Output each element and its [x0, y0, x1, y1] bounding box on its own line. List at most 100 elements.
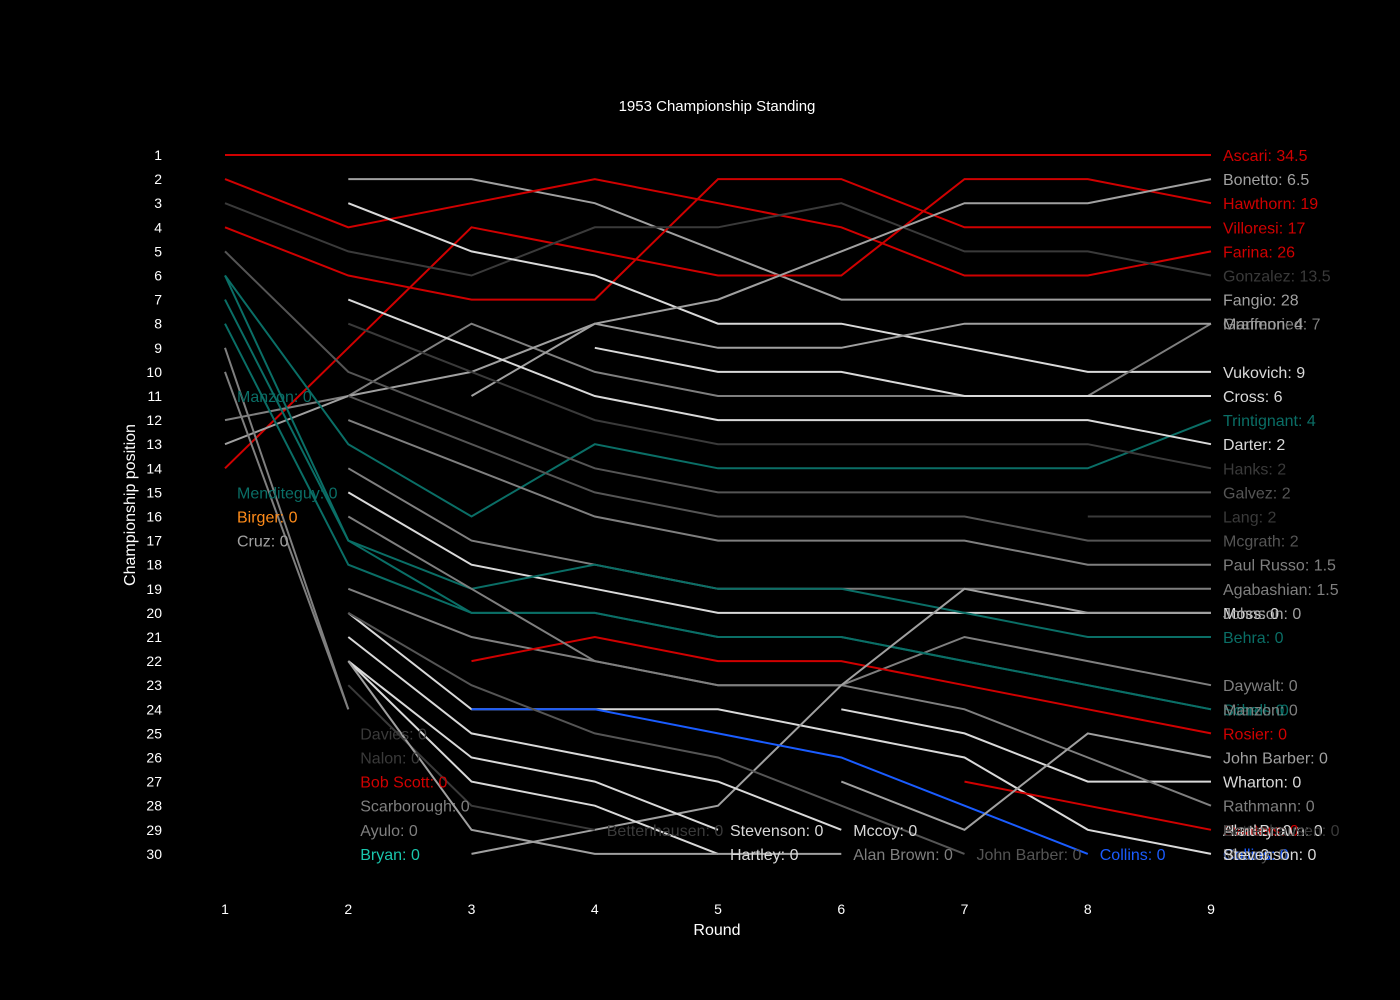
- y-tick-label: 2: [154, 171, 162, 187]
- point-label-cruz: Cruz: 0: [237, 534, 289, 551]
- series-line-hawthorn: [224, 178, 1212, 470]
- y-tick-label: 12: [146, 412, 162, 428]
- series-line-paul-russo: [347, 419, 1211, 566]
- series-label-mcgrath: Mcgrath: 2: [1223, 534, 1299, 551]
- x-tick-label: 9: [1207, 901, 1215, 917]
- y-tick-label: 30: [146, 846, 162, 862]
- chart-title: 1953 Championship Standing: [619, 98, 816, 115]
- series-line-mccoy: [347, 612, 965, 855]
- series-line-villoresi: [224, 178, 1211, 301]
- point-label-nalon: Nalon: 0: [360, 751, 420, 768]
- series-label-bira: Bira: 0: [1223, 847, 1269, 864]
- x-tick-label: 5: [714, 901, 722, 917]
- y-tick-label: 3: [154, 195, 162, 211]
- series-label-johnson: Johnson: 0: [1223, 606, 1301, 623]
- series-label-trintignant: Trintignant: 4: [1223, 413, 1316, 430]
- series-label-alan-brown: Alan Brown: 0: [1223, 823, 1323, 840]
- series-label-swaters: Swaters: 0: [1223, 823, 1299, 840]
- series-line-unlabeled-39: [224, 371, 350, 710]
- series-label-hawthorn: Hawthorn: 19: [1223, 196, 1318, 213]
- series-label-bonetto: Bonetto: 6.5: [1223, 172, 1309, 189]
- series-label-john-barber: John Barber: 0: [1223, 751, 1328, 768]
- point-label-collins: Collins: 0: [1100, 847, 1166, 864]
- x-tick-label: 6: [837, 901, 845, 917]
- x-tick-label: 7: [961, 901, 969, 917]
- series-label-behra: Behra: 0: [1223, 630, 1284, 647]
- y-tick-label: 20: [146, 605, 162, 621]
- point-label-bettenhausen: Bettenhausen: 0: [607, 823, 724, 840]
- series-label-hanks: Hanks: 2: [1223, 461, 1286, 478]
- series-label-wharton: Wharton: 0: [1223, 775, 1301, 792]
- point-label-bryan: Bryan: 0: [360, 847, 420, 864]
- y-tick-label: 14: [146, 460, 162, 476]
- y-tick-label: 10: [146, 364, 162, 380]
- y-tick-label: 13: [146, 436, 162, 452]
- y-tick-label: 6: [154, 268, 162, 284]
- y-tick-label: 17: [146, 533, 162, 549]
- series-label-paul-russo: Paul Russo: 1.5: [1223, 558, 1336, 575]
- y-tick-label: 21: [146, 629, 162, 645]
- series-label-gonzalez: Gonzalez: 13.5: [1223, 269, 1331, 286]
- point-label-birger: Birger: 0: [237, 510, 298, 527]
- series-label-galvez: Galvez: 2: [1223, 485, 1291, 502]
- series-label-stevenson: Stevenson: 0: [1223, 847, 1317, 864]
- y-tick-label: 7: [154, 292, 162, 308]
- y-tick-label: 15: [146, 484, 162, 500]
- series-line-galvez: [224, 250, 1211, 494]
- series-label-manzon: Manzon: 0: [1223, 702, 1298, 719]
- point-label-menditeguy: Menditeguy: 0: [237, 485, 338, 502]
- y-tick-label: 25: [146, 725, 162, 741]
- y-axis-label: Championship position: [122, 424, 139, 586]
- y-tick-label: 22: [146, 653, 162, 669]
- series-line-schell: [224, 275, 1212, 711]
- series-lines: [224, 154, 1212, 855]
- series-line-behra: [224, 299, 1211, 638]
- series-label-darter: Darter: 2: [1223, 437, 1285, 454]
- series-label-mccoy: Mccoy: 0: [1223, 847, 1287, 864]
- series-line-vukovich: [347, 202, 1211, 373]
- series-line-cross: [594, 346, 1211, 397]
- y-tick-label: 18: [146, 557, 162, 573]
- y-tick-label: 4: [154, 219, 162, 235]
- series-label-graffenried: Graffenried: 7: [1223, 317, 1321, 334]
- series-label-mieres: Mieres: 0: [1223, 702, 1289, 719]
- y-tick-label: 28: [146, 798, 162, 814]
- series-label-vukovich: Vukovich: 9: [1223, 365, 1305, 382]
- y-tick-label: 19: [146, 581, 162, 597]
- y-tick-label: 11: [147, 388, 162, 404]
- point-label-scarborough: Scarborough: 0: [360, 799, 470, 816]
- series-line-swaters: [964, 780, 1212, 831]
- x-tick-label: 3: [468, 901, 476, 917]
- y-tick-label: 27: [146, 774, 162, 790]
- series-label-villoresi: Villoresi: 17: [1223, 220, 1306, 237]
- series-label-rathmann: Rathmann: 0: [1223, 799, 1315, 816]
- series-line-gonzalez: [224, 202, 1212, 277]
- series-end-labels: Ascari: 34.5 Fangio: 28 Farina: 26 Hawthorn…: [1223, 148, 1340, 864]
- y-tick-label: 9: [154, 340, 162, 356]
- series-line-manzon: [224, 347, 350, 710]
- y-axis-ticks: 1234567891011121314151617181920212223242…: [146, 147, 162, 862]
- y-tick-label: 26: [146, 750, 162, 766]
- x-axis-label: Round: [693, 922, 740, 939]
- series-label-hartley: Hartley: 0: [1223, 823, 1292, 840]
- series-line-john-barber: [840, 732, 1212, 831]
- y-tick-label: 5: [154, 243, 162, 259]
- x-tick-label: 2: [344, 901, 352, 917]
- point-label-stevenson: Stevenson: 0: [730, 823, 824, 840]
- point-label-mccoy: Mccoy: 0: [853, 823, 917, 840]
- series-label-moss: Moss: 0: [1223, 606, 1279, 623]
- series-label-schell: Schell: 0: [1223, 702, 1284, 719]
- series-label-daywalt: Daywalt: 0: [1223, 678, 1298, 695]
- x-tick-label: 1: [221, 901, 229, 917]
- point-label-bob-scott: Bob Scott: 0: [360, 775, 447, 792]
- series-line-marimon: [470, 322, 1211, 397]
- series-label-cross: Cross: 6: [1223, 389, 1283, 406]
- y-tick-label: 23: [146, 677, 162, 693]
- series-line-unlabeled-38: [347, 660, 842, 855]
- series-line-darter: [347, 298, 1212, 446]
- series-line-hartley: [347, 660, 719, 831]
- series-line-trintignant: [224, 274, 1212, 518]
- point-label-hartley: Hartley: 0: [730, 847, 799, 864]
